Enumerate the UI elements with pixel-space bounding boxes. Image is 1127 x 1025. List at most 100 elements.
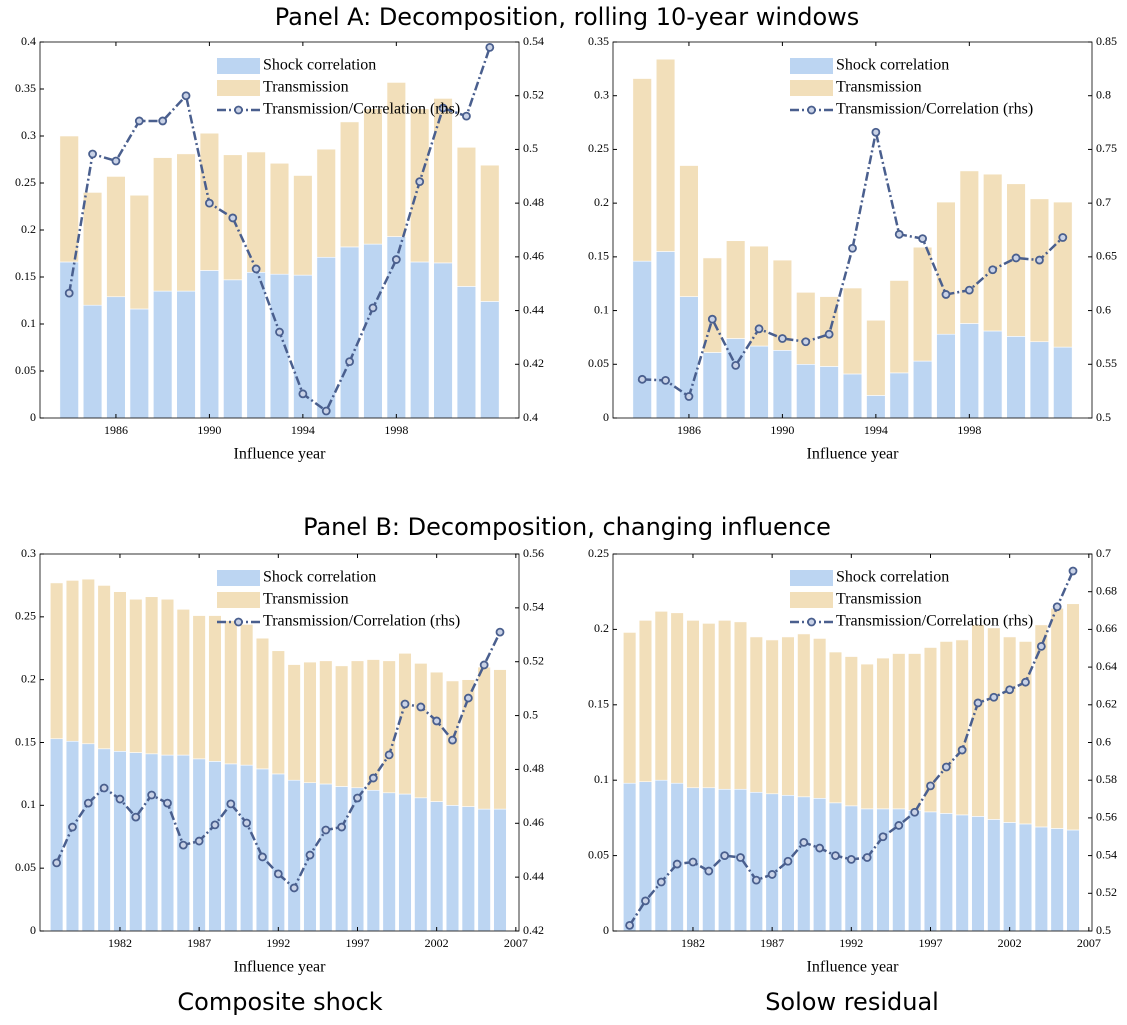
- x-tick-label: 2007: [504, 936, 528, 950]
- marker: [1036, 641, 1046, 651]
- y-tick-label: 0.25: [588, 546, 609, 560]
- y2-tick-label: 0.44: [523, 302, 544, 316]
- x-tick-label: 1998: [957, 423, 981, 437]
- marker: [989, 692, 999, 702]
- bar: [936, 201, 956, 335]
- marker: [846, 854, 856, 864]
- bar: [781, 636, 795, 796]
- y2-tick-label: 0.42: [523, 356, 544, 370]
- legend-label: Transmission: [263, 79, 349, 96]
- y-tick-label: 0.05: [15, 363, 36, 377]
- bar: [382, 660, 396, 794]
- bar: [271, 773, 285, 932]
- marker: [289, 883, 299, 893]
- marker: [99, 783, 109, 793]
- bar: [939, 641, 953, 814]
- marker: [345, 357, 354, 367]
- y-tick-label: 0.15: [588, 249, 609, 263]
- y2-tick-label: 0.56: [523, 546, 544, 560]
- marker: [637, 374, 647, 384]
- bar: [1034, 624, 1048, 828]
- bar: [1050, 828, 1064, 932]
- marker: [438, 103, 448, 113]
- bar: [445, 805, 460, 932]
- bar: [1018, 641, 1033, 825]
- marker: [432, 716, 442, 726]
- bar: [923, 811, 938, 932]
- legend-label: Shock correlation: [263, 57, 376, 74]
- bar: [971, 624, 985, 817]
- bar: [65, 580, 80, 742]
- legend-marker: [234, 105, 243, 115]
- marker: [400, 699, 410, 709]
- bar: [749, 636, 763, 793]
- marker: [767, 870, 777, 879]
- bar: [287, 664, 301, 781]
- y2-tick-label: 0.66: [1096, 621, 1117, 635]
- bar: [1029, 341, 1050, 419]
- marker: [228, 213, 238, 223]
- marker: [1011, 253, 1021, 263]
- bar: [670, 612, 684, 784]
- bar: [1003, 822, 1017, 932]
- bar: [461, 679, 475, 807]
- bar: [176, 608, 190, 756]
- marker: [656, 877, 666, 887]
- y2-tick-label: 0.52: [1096, 885, 1117, 899]
- marker: [894, 821, 904, 830]
- x-tick-label: 1982: [108, 936, 132, 950]
- y-tick-label: 0.25: [15, 609, 36, 623]
- bar: [1066, 603, 1080, 831]
- y2-tick-label: 0.52: [523, 87, 544, 101]
- bar: [382, 792, 396, 932]
- y-tick-label: 0.25: [15, 175, 36, 189]
- bar: [844, 805, 858, 932]
- bar: [97, 585, 111, 750]
- y2-tick-label: 0.48: [523, 761, 544, 775]
- marker: [321, 406, 331, 416]
- marker: [64, 288, 74, 298]
- marker: [878, 832, 888, 842]
- bar: [987, 819, 1001, 932]
- marker: [226, 799, 236, 809]
- bar: [192, 615, 206, 760]
- bar: [987, 627, 1001, 820]
- marker: [115, 794, 125, 804]
- y-tick-label: 0.3: [21, 546, 36, 560]
- legend-label: Transmission: [836, 591, 922, 608]
- bar: [269, 162, 290, 275]
- marker: [926, 781, 935, 791]
- legend-swatch: [790, 570, 833, 586]
- bar: [153, 290, 173, 419]
- legend-label: Shock correlation: [263, 569, 376, 586]
- bar: [480, 301, 500, 419]
- bar: [813, 638, 827, 799]
- legend-swatch: [217, 58, 260, 74]
- bar: [208, 761, 222, 932]
- bar: [113, 750, 127, 932]
- bar: [208, 615, 222, 762]
- bar: [765, 639, 779, 795]
- bar: [908, 653, 922, 811]
- x-tick-label: 2002: [998, 936, 1022, 950]
- bar: [866, 319, 886, 396]
- x-tick-label: 1998: [384, 423, 408, 437]
- marker: [1052, 602, 1062, 612]
- bar: [271, 650, 285, 775]
- bar: [386, 82, 406, 237]
- y2-tick-label: 0.7: [1096, 195, 1111, 209]
- x-tick-label: 1992: [839, 936, 863, 950]
- y-tick-label: 0.15: [15, 269, 36, 283]
- bar: [654, 611, 668, 781]
- y2-tick-label: 0.7: [1096, 546, 1111, 560]
- y-tick-label: 0.2: [594, 195, 609, 209]
- marker: [625, 920, 635, 930]
- y2-tick-label: 0.54: [523, 34, 544, 48]
- marker: [111, 156, 121, 166]
- marker: [1058, 233, 1068, 242]
- bar: [813, 797, 827, 932]
- marker: [964, 285, 974, 295]
- bar: [876, 657, 890, 810]
- bar: [765, 793, 779, 932]
